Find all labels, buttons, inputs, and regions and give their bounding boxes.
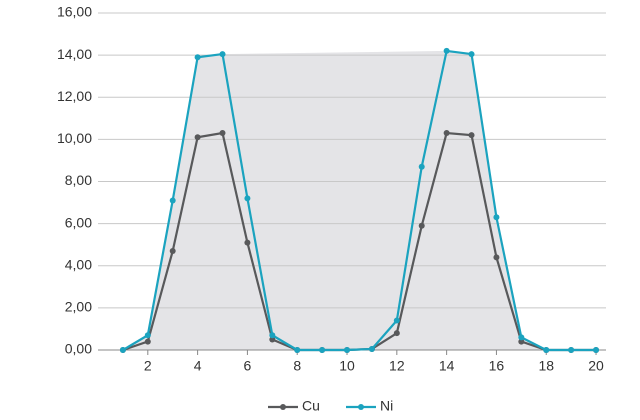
x-tick-label: 4 xyxy=(194,358,202,374)
data-point xyxy=(518,338,525,345)
data-point xyxy=(319,347,326,353)
data-point xyxy=(418,222,425,229)
y-tick-label: 2,00 xyxy=(65,299,92,315)
series-line xyxy=(122,49,597,352)
x-tick-label: 16 xyxy=(489,358,505,374)
data-point xyxy=(568,347,575,353)
data-point xyxy=(443,130,450,137)
y-tick-label: 10,00 xyxy=(57,130,92,146)
x-tick-label: 12 xyxy=(389,358,405,374)
legend-label: Cu xyxy=(302,398,320,414)
data-point xyxy=(269,336,276,343)
data-point xyxy=(493,254,500,261)
data-point xyxy=(219,130,226,137)
data-point xyxy=(244,239,251,246)
data-point xyxy=(393,317,400,324)
data-point xyxy=(393,330,400,337)
y-tick-label: 4,00 xyxy=(65,256,92,272)
data-point xyxy=(294,347,301,353)
y-tick-label: 0,00 xyxy=(65,341,92,357)
x-tick-label: 18 xyxy=(538,358,554,374)
data-point xyxy=(194,54,201,61)
y-tick-label: 6,00 xyxy=(65,214,92,230)
data-point xyxy=(418,163,425,170)
legend-marker xyxy=(358,404,364,410)
data-point xyxy=(543,347,550,353)
x-tick-label: 20 xyxy=(588,358,604,374)
data-point xyxy=(468,51,475,58)
data-point xyxy=(493,214,500,221)
x-tick-label: 10 xyxy=(339,358,355,374)
data-point xyxy=(119,347,126,353)
data-point xyxy=(194,134,201,141)
x-tick-label: 14 xyxy=(439,358,455,374)
data-point xyxy=(169,197,176,204)
legend-marker xyxy=(280,404,286,410)
data-point xyxy=(144,332,151,339)
data-point xyxy=(244,195,251,202)
data-point xyxy=(144,338,151,345)
data-point xyxy=(269,332,276,339)
x-tick-label: 8 xyxy=(293,358,301,374)
data-point xyxy=(443,47,450,54)
data-point xyxy=(169,248,176,255)
data-point xyxy=(593,347,600,353)
data-point xyxy=(219,51,226,58)
x-tick-label: 2 xyxy=(144,358,152,374)
data-point xyxy=(518,334,525,341)
data-point xyxy=(468,132,475,139)
data-point xyxy=(368,345,375,352)
y-tick-label: 8,00 xyxy=(65,172,92,188)
data-point xyxy=(344,347,351,353)
y-tick-label: 16,00 xyxy=(57,4,92,20)
shaded-band xyxy=(122,50,597,350)
y-tick-label: 14,00 xyxy=(57,46,92,62)
y-tick-label: 12,00 xyxy=(57,88,92,104)
legend-label: Ni xyxy=(380,398,393,414)
x-tick-label: 6 xyxy=(244,358,252,374)
